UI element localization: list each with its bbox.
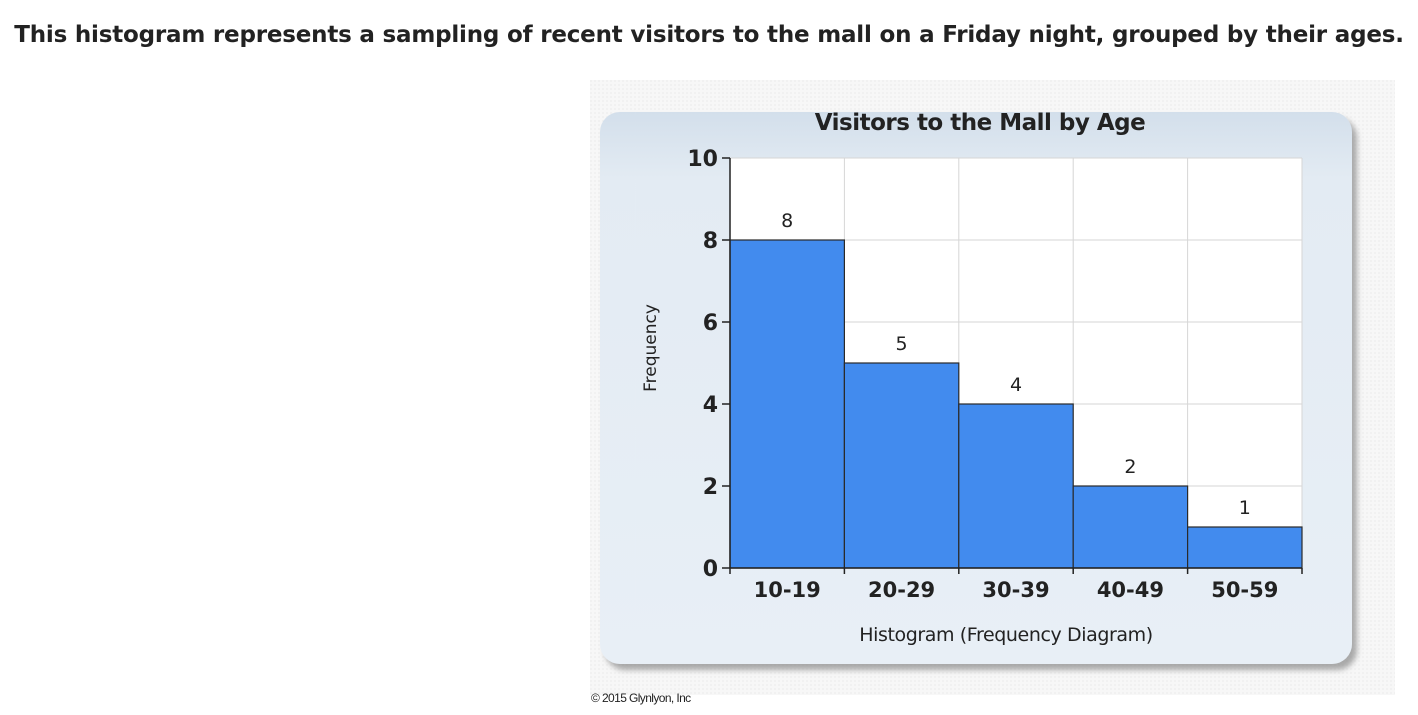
copyright-text: © 2015 Glynlyon, Inc — [591, 691, 691, 705]
y-axis-label: Frequency — [641, 304, 661, 392]
bar-50-59 — [1186, 526, 1303, 569]
bar-30-39 — [958, 403, 1074, 569]
chart-title: Visitors to the Mall by Age — [815, 110, 1145, 136]
data-label: 4 — [1010, 374, 1022, 396]
x-tick-label: 50-59 — [1211, 578, 1278, 602]
data-label: 8 — [781, 210, 793, 232]
x-tick-label: 40-49 — [1097, 578, 1164, 602]
data-label: 5 — [896, 333, 908, 355]
y-tick-label: 2 — [703, 475, 718, 500]
bar-40-49 — [1072, 485, 1189, 569]
bar-20-29 — [843, 362, 960, 569]
bar-10-19 — [729, 239, 846, 569]
y-tick-label: 8 — [703, 229, 718, 254]
y-tick-label: 4 — [703, 393, 718, 418]
x-tick-label: 30-39 — [982, 578, 1049, 602]
x-tick-label: 10-19 — [754, 578, 821, 602]
histogram-chart: 8 5 4 2 1 0 2 4 6 8 10 10-19 20-29 30-39 40-49 50-59 Vis… — [590, 80, 1395, 695]
x-axis-label: Histogram (Frequency Diagram) — [859, 624, 1153, 646]
y-tick-label: 10 — [687, 147, 718, 172]
y-tick-label: 6 — [703, 311, 718, 336]
data-label: 1 — [1239, 497, 1251, 519]
question-text: This histogram represents a sampling of … — [14, 22, 1404, 48]
y-tick-label: 0 — [703, 557, 718, 582]
data-label: 2 — [1124, 456, 1136, 478]
x-tick-label: 20-29 — [868, 578, 935, 602]
